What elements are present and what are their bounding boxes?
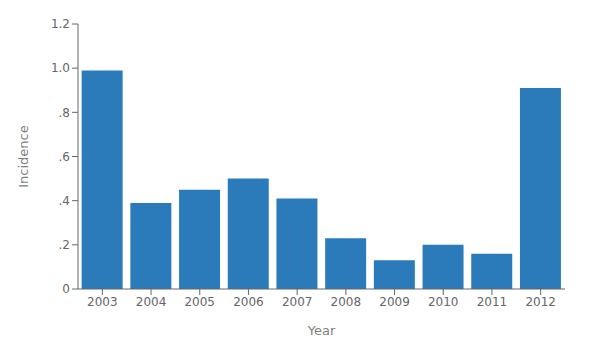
svg-text:2004: 2004 (136, 295, 167, 309)
svg-text:2009: 2009 (379, 295, 410, 309)
svg-text:.6: .6 (59, 150, 70, 164)
svg-text:2012: 2012 (525, 295, 556, 309)
svg-text:1.2: 1.2 (51, 17, 70, 31)
svg-text:1.0: 1.0 (51, 61, 70, 75)
svg-text:2006: 2006 (233, 295, 264, 309)
svg-text:2003: 2003 (87, 295, 118, 309)
svg-text:2008: 2008 (331, 295, 362, 309)
svg-text:.4: .4 (59, 194, 70, 208)
svg-text:2010: 2010 (428, 295, 459, 309)
svg-text:.2: .2 (59, 238, 70, 252)
svg-text:2011: 2011 (477, 295, 508, 309)
svg-text:0: 0 (62, 282, 70, 296)
svg-text:.8: .8 (59, 106, 70, 120)
svg-text:2007: 2007 (282, 295, 313, 309)
svg-text:Incidence: Incidence (16, 125, 31, 187)
svg-text:2005: 2005 (184, 295, 215, 309)
svg-text:Year: Year (307, 323, 336, 338)
